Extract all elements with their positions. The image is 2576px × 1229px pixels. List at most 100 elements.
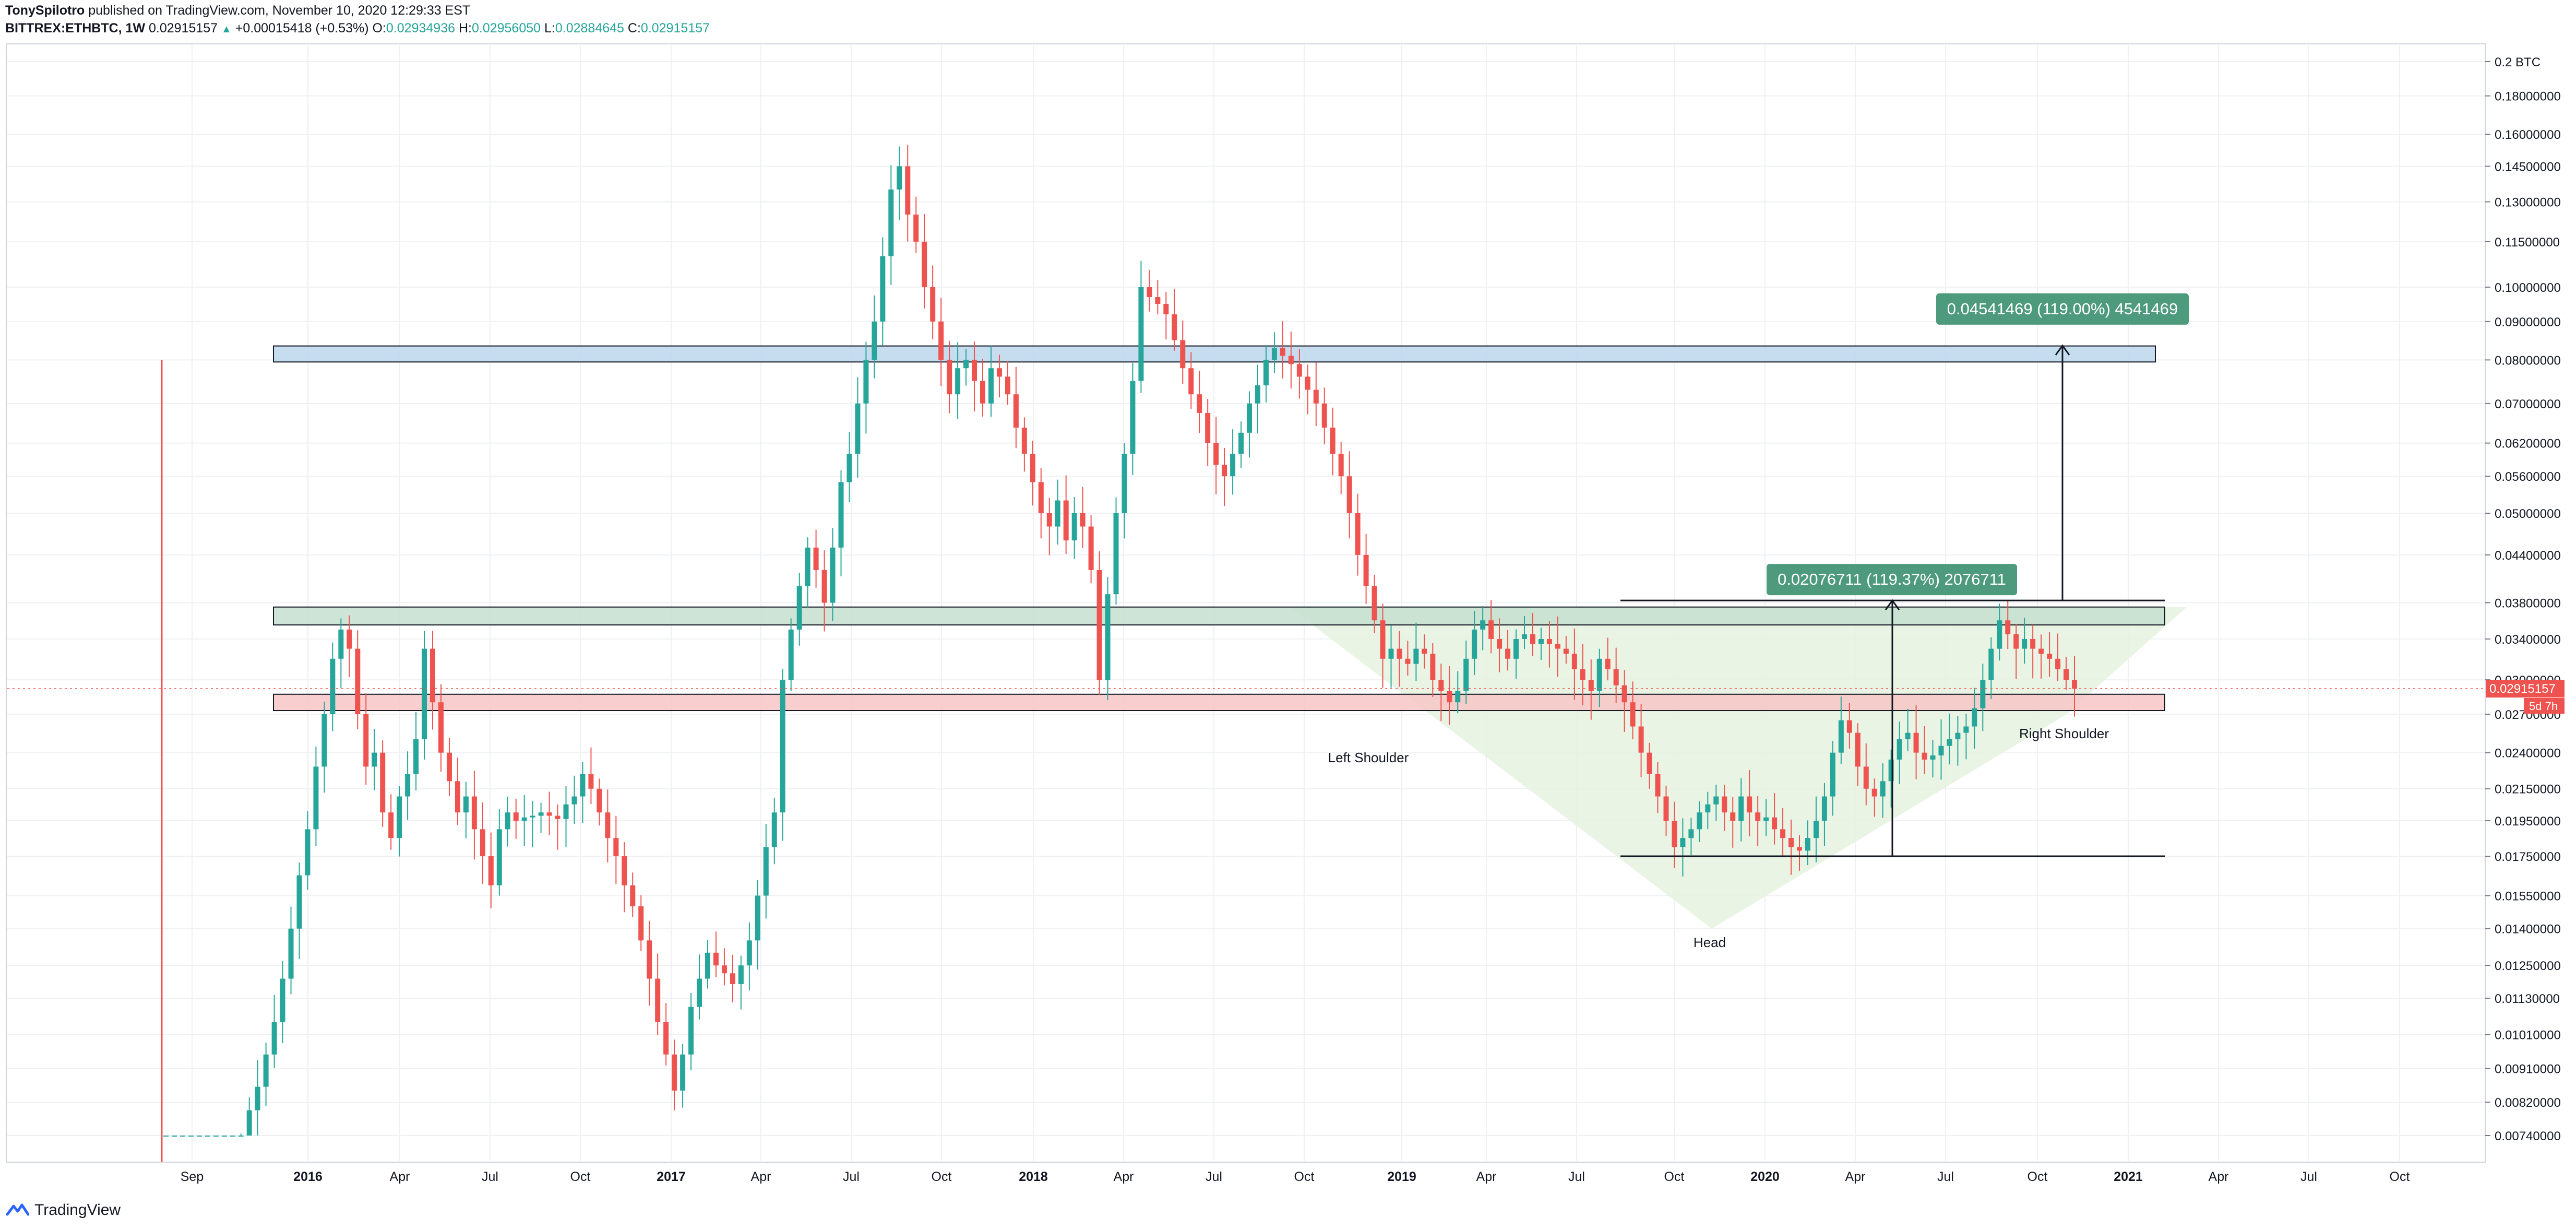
candle: [846, 432, 852, 503]
candle: [1922, 726, 1927, 774]
candle: [505, 796, 510, 847]
time-tick-label: Apr: [390, 1169, 410, 1184]
price-tick-label: 0.03800000: [2495, 596, 2561, 610]
candle: [246, 1097, 252, 1136]
price-tick-label: 0.00820000: [2495, 1096, 2561, 1110]
measure-arrow-1-head: [1885, 599, 1900, 611]
candle: [2038, 634, 2044, 679]
candle: [613, 816, 619, 884]
candle: [1688, 818, 1694, 856]
candle: [1538, 628, 1544, 660]
price-tick-label: 0.04400000: [2495, 549, 2561, 563]
measure-label-1-text: 0.02076711 (119.37%) 2076711: [1778, 570, 2006, 588]
price-tick-label: 0.07000000: [2495, 397, 2561, 411]
candle: [555, 804, 560, 850]
price-axis[interactable]: 0.2 BTC 0.18000000 0.16000000 0.14500000 0.1…: [2485, 44, 2565, 1162]
candle: [1855, 723, 1861, 786]
candle: [1147, 270, 1152, 312]
price-tick-label: 0.00910000: [2495, 1062, 2561, 1076]
candle: [1897, 722, 1902, 784]
price-tick-label: 0.09000000: [2495, 315, 2561, 329]
candle: [913, 196, 919, 253]
candle: [1571, 628, 1577, 700]
candle: [188, 1136, 194, 1137]
candle: [280, 961, 285, 1043]
resistance-zone-mid[interactable]: [273, 606, 2165, 625]
candle: [805, 537, 810, 609]
candle: [1905, 708, 1911, 751]
time-tick-label: 2017: [657, 1169, 686, 1184]
candle: [455, 758, 460, 825]
last-price-label[interactable]: 0.02915157: [2486, 679, 2565, 698]
candle: [1155, 280, 1161, 315]
candle: [1930, 740, 1936, 778]
author-name[interactable]: TonySpilotro: [5, 3, 85, 18]
candle: [1188, 352, 1194, 409]
candle: [963, 349, 969, 386]
candle: [1813, 796, 1819, 862]
candle: [1805, 820, 1810, 866]
candle: [530, 801, 535, 848]
time-tick-label: Jul: [1568, 1169, 1585, 1184]
annotation-head: Head: [1694, 935, 1726, 950]
candle: [2064, 657, 2069, 690]
candle: [763, 824, 769, 919]
candle: [1263, 345, 1269, 403]
candle: [1405, 641, 1411, 676]
price-zones: [273, 345, 2165, 712]
price-tick-label: 0.08000000: [2495, 353, 2561, 368]
candle: [796, 573, 802, 646]
measurements: 0.02076711 (119.37%) 2076711 0.04541469 (…: [1620, 293, 2189, 857]
candle: [305, 811, 311, 890]
price-tick-label: 0.14500000: [2495, 160, 2561, 174]
candle: [1338, 442, 1344, 494]
candle: [1780, 808, 1786, 857]
candle: [638, 895, 644, 951]
price-tick-label: 0.01750000: [2495, 850, 2561, 864]
candle: [355, 630, 361, 729]
candle: [788, 618, 794, 691]
candle: [1513, 629, 1519, 679]
candle: [1271, 332, 1277, 373]
symbol-name[interactable]: BITTREX:ETHBTC, 1W: [5, 21, 146, 36]
support-zone[interactable]: [273, 693, 2165, 712]
time-tick-label: Apr: [1845, 1169, 1866, 1184]
tradingview-footer[interactable]: TradingView: [6, 1201, 121, 1220]
time-tick-label: 2019: [1387, 1169, 1416, 1184]
candle: [2030, 624, 2036, 679]
candle: [496, 809, 502, 896]
candle: [647, 920, 652, 1006]
candle: [1472, 611, 1477, 675]
candle: [330, 642, 336, 731]
candle: [730, 954, 735, 1003]
candle: [1555, 616, 1560, 677]
time-tick-label: 2020: [1750, 1169, 1780, 1184]
publish-line: TonySpilotro published on TradingView.co…: [5, 3, 470, 18]
candle: [1505, 630, 1511, 671]
candle: [1447, 666, 1452, 725]
candle: [1655, 762, 1661, 813]
candle: [688, 992, 694, 1071]
candle: [397, 786, 402, 857]
candle: [1605, 637, 1611, 681]
candle: [422, 631, 427, 760]
candle: [938, 298, 944, 386]
candle: [2072, 656, 2077, 717]
candle: [1947, 713, 1952, 765]
price-tick-label: 0.03400000: [2495, 633, 2561, 647]
candle: [813, 529, 819, 588]
candle: [1380, 604, 1386, 688]
candle: [930, 265, 936, 340]
candle: [438, 684, 444, 772]
candle: [1747, 770, 1752, 836]
measure-label-1[interactable]: 0.02076711 (119.37%) 2076711: [1767, 564, 2017, 596]
candle: [872, 295, 877, 379]
candle: [238, 1133, 244, 1137]
countdown-value: 5d 7h: [2529, 700, 2558, 713]
time-axis[interactable]: Sep 2016 Apr Jul Oct 2017 Apr Jul Oct 2018 Apr Jul O…: [6, 1162, 2485, 1184]
measure-label-2[interactable]: 0.04541469 (119.00%) 4541469: [1936, 293, 2189, 325]
candle: [1438, 664, 1444, 722]
candle: [1122, 443, 1127, 539]
resistance-zone-upper[interactable]: [273, 345, 2156, 363]
